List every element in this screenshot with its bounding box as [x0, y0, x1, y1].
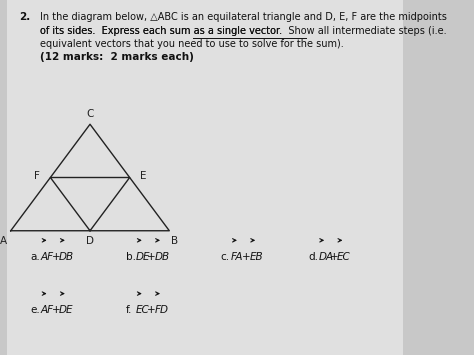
Text: E: E: [140, 171, 147, 181]
Text: A: A: [0, 236, 7, 246]
Text: EC: EC: [136, 305, 150, 315]
Text: a.: a.: [30, 252, 40, 262]
Text: EB: EB: [249, 252, 263, 262]
Text: +: +: [52, 305, 61, 315]
Text: AF: AF: [41, 252, 54, 262]
Text: DE: DE: [136, 252, 151, 262]
Text: c.: c.: [221, 252, 230, 262]
Text: B: B: [172, 236, 179, 246]
Text: FA: FA: [231, 252, 244, 262]
Text: DB: DB: [59, 252, 74, 262]
Text: (12 marks:  2 marks each): (12 marks: 2 marks each): [40, 52, 194, 62]
Text: C: C: [86, 109, 94, 119]
Text: DA: DA: [319, 252, 334, 262]
Text: F: F: [34, 171, 40, 181]
Text: +: +: [242, 252, 251, 262]
Text: d.: d.: [308, 252, 318, 262]
Text: f.: f.: [126, 305, 132, 315]
Text: equivalent vectors that you need to use to solve for the sum).: equivalent vectors that you need to use …: [40, 39, 344, 49]
Text: b.: b.: [126, 252, 136, 262]
Text: +: +: [147, 305, 156, 315]
Text: DB: DB: [154, 252, 169, 262]
Text: 2.: 2.: [18, 12, 30, 22]
Text: FD: FD: [154, 305, 168, 315]
Text: of its sides.  Express each sum as a single vector.: of its sides. Express each sum as a sing…: [40, 26, 289, 36]
Text: EC: EC: [337, 252, 350, 262]
Text: AF: AF: [41, 305, 54, 315]
Text: +: +: [329, 252, 338, 262]
Text: +: +: [147, 252, 156, 262]
Text: DE: DE: [59, 305, 73, 315]
Text: e.: e.: [30, 305, 40, 315]
Text: +: +: [52, 252, 61, 262]
Text: of its sides.  Express each sum as a single vector.  Show all intermediate steps: of its sides. Express each sum as a sing…: [40, 26, 447, 36]
Text: In the diagram below, △ABC is an equilateral triangle and D, E, F are the midpoi: In the diagram below, △ABC is an equilat…: [40, 12, 447, 22]
Text: D: D: [86, 236, 94, 246]
